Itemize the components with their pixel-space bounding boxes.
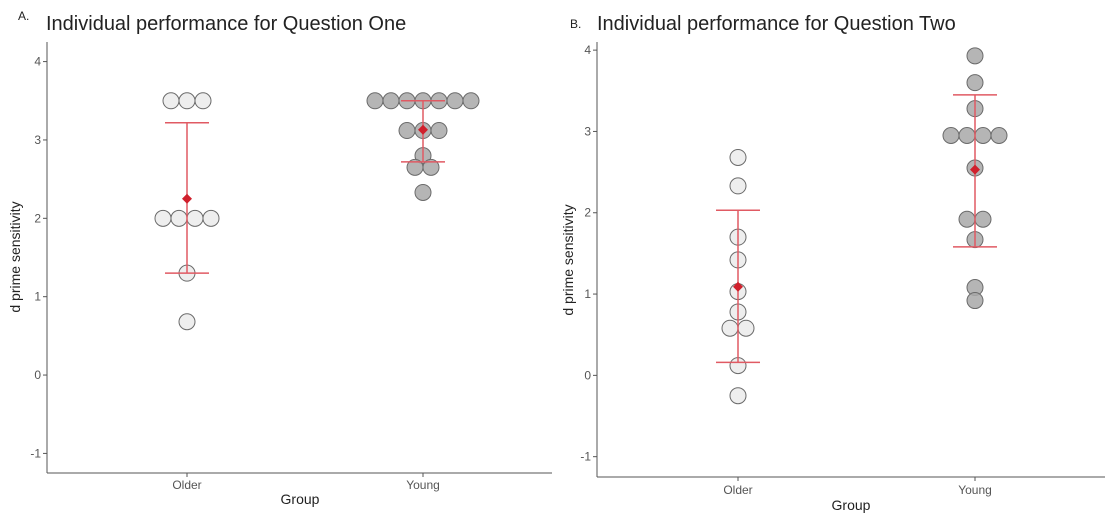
data-point xyxy=(398,122,416,140)
data-point xyxy=(966,47,984,65)
data-point xyxy=(462,92,480,110)
data-point xyxy=(186,209,204,227)
data-point xyxy=(178,92,196,110)
data-point xyxy=(966,74,984,92)
data-point xyxy=(202,209,220,227)
data-point xyxy=(430,122,448,140)
data-point xyxy=(446,92,464,110)
y-tick-label: 4 xyxy=(34,55,41,69)
data-point xyxy=(974,210,992,228)
chart-panel-a: A. Individual performance for Question On… xyxy=(7,9,552,507)
y-tick-label: 0 xyxy=(34,368,41,382)
data-point xyxy=(966,292,984,310)
y-tick-label: 1 xyxy=(34,290,41,304)
data-point xyxy=(382,92,400,110)
data-point xyxy=(154,209,172,227)
data-point xyxy=(942,127,960,145)
chart-title: Individual performance for Question One xyxy=(46,13,406,35)
x-axis-title: Group xyxy=(281,491,320,507)
y-tick-label: -1 xyxy=(30,446,41,460)
panel-label: A. xyxy=(18,9,29,23)
chart-panel-b: B. Individual performance for Question Tw… xyxy=(560,13,1105,513)
series-young xyxy=(942,47,1008,310)
chart-title: Individual performance for Question Two xyxy=(597,13,956,35)
x-axis-title: Group xyxy=(832,497,871,513)
data-point xyxy=(422,158,440,176)
data-point xyxy=(162,92,180,110)
y-tick-label: 2 xyxy=(584,206,591,220)
data-point xyxy=(170,209,188,227)
y-tick-label: -1 xyxy=(580,450,591,464)
y-tick-label: 0 xyxy=(584,368,591,382)
data-point xyxy=(990,127,1008,145)
data-point xyxy=(729,387,747,405)
panel-label: B. xyxy=(570,17,581,31)
mean-marker xyxy=(418,124,428,135)
y-tick-label: 2 xyxy=(34,211,41,225)
data-point xyxy=(194,92,212,110)
data-point xyxy=(958,210,976,228)
series-older xyxy=(154,92,220,331)
y-tick-label: 1 xyxy=(584,287,591,301)
data-point xyxy=(729,148,747,166)
y-tick-label: 3 xyxy=(34,133,41,147)
mean-marker xyxy=(970,164,980,175)
mean-marker xyxy=(733,281,743,292)
data-point xyxy=(721,319,739,337)
x-tick-label: Older xyxy=(172,478,201,492)
data-point xyxy=(414,183,432,201)
y-tick-label: 3 xyxy=(584,124,591,138)
data-point xyxy=(366,92,384,110)
series-young xyxy=(366,92,480,201)
y-tick-label: 4 xyxy=(584,43,591,57)
data-point xyxy=(729,177,747,195)
data-point xyxy=(178,313,196,331)
data-point xyxy=(974,127,992,145)
x-tick-label: Young xyxy=(406,478,440,492)
x-tick-label: Older xyxy=(723,483,752,497)
data-point xyxy=(737,319,755,337)
y-axis-title: d prime sensitivity xyxy=(560,204,576,315)
series-older xyxy=(716,148,760,405)
data-point xyxy=(958,127,976,145)
x-tick-label: Young xyxy=(958,483,992,497)
y-axis-title: d prime sensitivity xyxy=(7,201,23,312)
mean-marker xyxy=(182,193,192,204)
